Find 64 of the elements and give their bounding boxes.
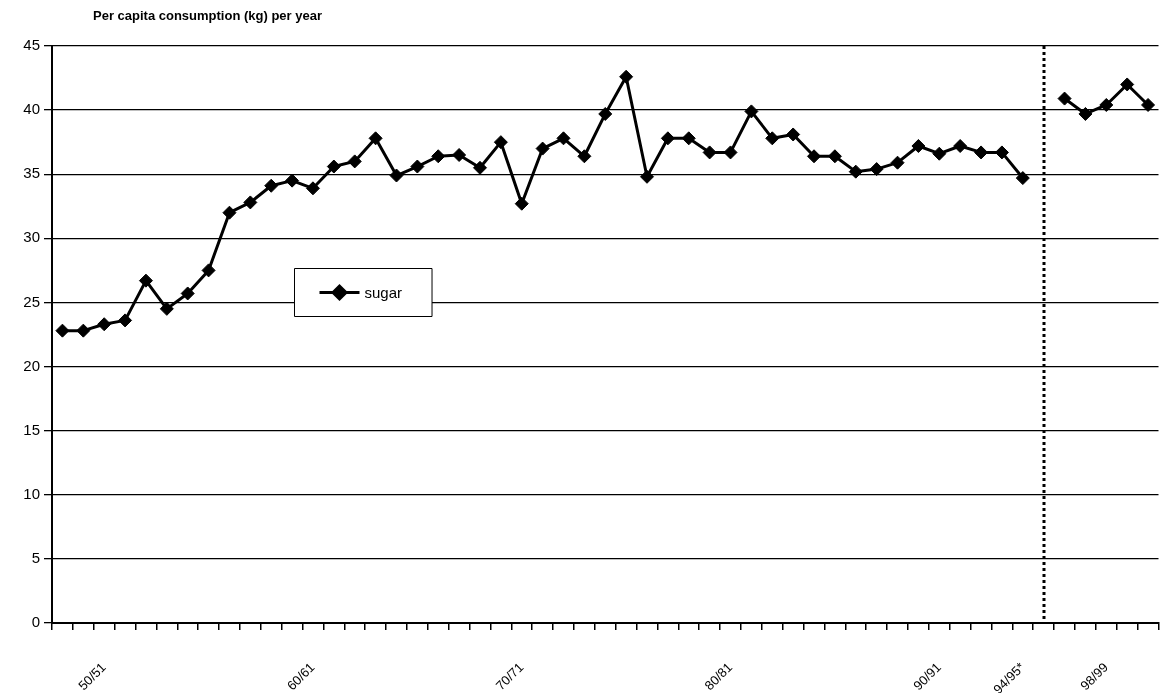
point xyxy=(264,178,279,193)
chart-title: Per capita consumption (kg) per year xyxy=(93,8,323,23)
point xyxy=(890,155,905,170)
point xyxy=(640,169,655,184)
point xyxy=(765,131,780,146)
point xyxy=(410,159,425,174)
point xyxy=(285,173,300,188)
y-tick-label: 25 xyxy=(23,292,40,310)
point xyxy=(347,154,362,169)
point xyxy=(1099,97,1114,112)
point xyxy=(1078,106,1093,121)
point xyxy=(827,149,842,164)
point xyxy=(472,160,487,175)
point xyxy=(222,205,237,220)
point xyxy=(619,69,634,84)
point xyxy=(305,181,320,196)
point xyxy=(744,104,759,119)
point xyxy=(431,149,446,164)
y-tick-label: 40 xyxy=(23,100,40,118)
y-tick-label: 10 xyxy=(23,484,40,502)
point xyxy=(368,131,383,146)
point xyxy=(556,131,571,146)
point xyxy=(243,195,258,210)
point xyxy=(514,196,529,211)
y-tick-label: 35 xyxy=(23,164,40,182)
point xyxy=(786,127,801,142)
point xyxy=(911,139,926,154)
point xyxy=(598,106,613,121)
point xyxy=(869,162,884,177)
point xyxy=(159,301,174,316)
point xyxy=(1120,77,1135,92)
point xyxy=(118,313,133,328)
point xyxy=(994,145,1009,160)
point xyxy=(55,323,70,338)
point xyxy=(138,273,153,288)
point xyxy=(681,131,696,146)
point xyxy=(702,145,717,160)
point xyxy=(452,147,467,162)
legend-label: sugar xyxy=(364,283,403,301)
point xyxy=(76,323,91,338)
y-tick-label: 30 xyxy=(23,228,40,246)
point xyxy=(535,141,550,156)
point xyxy=(493,135,508,150)
point xyxy=(1015,171,1030,186)
point xyxy=(389,168,404,183)
point xyxy=(180,286,195,301)
point xyxy=(97,317,112,332)
point xyxy=(1141,97,1156,112)
y-tick-label: 20 xyxy=(23,356,40,374)
y-tick-label: 0 xyxy=(31,613,40,631)
point xyxy=(1057,91,1072,106)
point xyxy=(807,149,822,164)
y-tick-label: 45 xyxy=(23,36,40,54)
point xyxy=(953,139,968,154)
point xyxy=(201,263,216,278)
point xyxy=(723,145,738,160)
point xyxy=(326,159,341,174)
point xyxy=(932,146,947,161)
point xyxy=(660,131,675,146)
point xyxy=(577,149,592,164)
point xyxy=(848,164,863,179)
point xyxy=(974,145,989,160)
y-tick-label: 5 xyxy=(31,549,40,567)
y-tick-label: 15 xyxy=(23,420,40,438)
